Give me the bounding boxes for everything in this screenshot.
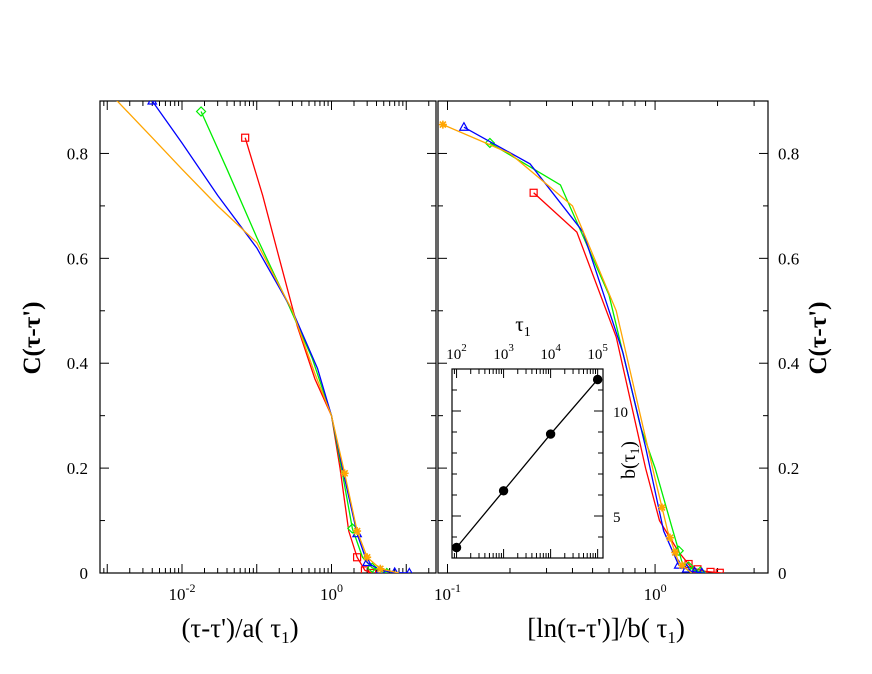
marker-star <box>353 527 362 536</box>
marker-star <box>678 561 687 570</box>
marker-square <box>706 567 715 573</box>
right-x-tick-label: 100 <box>644 581 667 604</box>
inset-panel: 102 103 104 105 5 10 <box>446 342 628 559</box>
inset-series-line <box>456 379 599 548</box>
marker-circle <box>498 486 509 496</box>
marker-circle <box>592 374 603 385</box>
marker-square <box>715 568 724 573</box>
right-series-star <box>438 120 693 573</box>
right-y-tick-label: 0.8 <box>778 144 799 163</box>
left-x-axis-label: (τ-τ')/a( τ1) <box>181 613 298 647</box>
inset-y-axis-label: b(τ1) <box>618 441 642 479</box>
inset-plot-frame <box>451 368 604 559</box>
marker-triangle <box>458 121 470 131</box>
left-y-tick-label: 0 <box>80 564 89 583</box>
left-y-tick-label: 0.4 <box>67 354 89 373</box>
inset-background <box>452 369 603 558</box>
left-x-tick-label: 10-2 <box>168 581 195 604</box>
marker-circle <box>451 542 462 553</box>
marker-star <box>658 503 667 512</box>
right-panel: 10-1 100 0 0.2 0.4 0.6 0.8 <box>434 100 800 604</box>
left-panel: 10-2 100 0 0.2 0.4 0.6 0.8 <box>67 100 437 604</box>
left-y-tick-label: 0.2 <box>67 459 88 478</box>
left-series-star <box>116 101 400 573</box>
right-y-tick-label: 0.6 <box>778 249 799 268</box>
marker-square <box>241 133 250 142</box>
marker-circle <box>545 429 556 439</box>
left-y-axis-label: C(τ-τ') <box>19 301 46 374</box>
marker-diamond <box>195 106 207 117</box>
right-x-tick-label: 10-1 <box>434 581 461 604</box>
marker-star <box>363 553 372 562</box>
left-y-tick-label: 0.8 <box>67 144 88 163</box>
marker-square <box>368 568 377 573</box>
inset-x-tick-label: 105 <box>587 342 608 363</box>
inset-x-tick-label: 102 <box>446 342 467 363</box>
marker-square <box>529 188 538 197</box>
inset-y-tick-label: 5 <box>613 510 621 526</box>
inset-x-tick-label: 104 <box>540 342 561 363</box>
left-x-tick-label: 100 <box>320 581 343 604</box>
marker-star <box>665 533 674 542</box>
marker-triangle <box>361 556 373 567</box>
marker-star <box>438 120 447 129</box>
inset-y-tick-label: 10 <box>613 405 628 421</box>
right-series-line <box>489 142 706 573</box>
marker-star <box>340 469 349 478</box>
marker-triangle <box>698 567 706 573</box>
marker-diamond <box>484 137 496 149</box>
right-y-tick-label: 0.4 <box>778 354 800 373</box>
right-y-axis-label: C(τ-τ') <box>805 301 832 374</box>
marker-triangle <box>147 101 158 105</box>
marker-triangle <box>690 566 699 573</box>
left-y-tick-label: 0.6 <box>67 249 88 268</box>
marker-diamond <box>366 562 378 573</box>
right-x-axis-label: [ln(τ-τ')]/b( τ1) <box>527 613 685 647</box>
marker-square <box>352 553 362 562</box>
marker-triangle <box>406 567 413 573</box>
right-plot-frame <box>437 100 769 574</box>
right-y-tick-label: 0 <box>778 564 787 583</box>
inset-x-tick-label: 103 <box>493 342 514 363</box>
right-y-tick-label: 0.2 <box>778 459 799 478</box>
marker-star <box>671 548 680 557</box>
inset-series-circle <box>451 374 603 553</box>
marker-star <box>376 564 385 573</box>
left-plot-frame <box>99 100 437 574</box>
